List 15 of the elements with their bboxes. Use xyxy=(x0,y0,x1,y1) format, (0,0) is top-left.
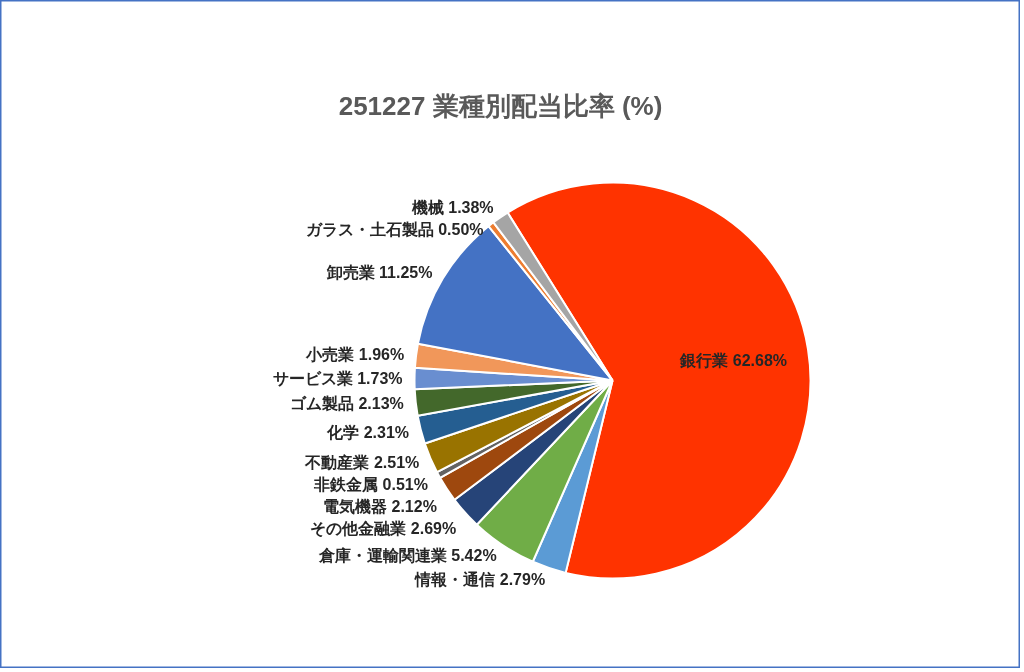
slice-label: 倉庫・運輸関連業 5.42% xyxy=(317,546,497,565)
slice-label: ゴム製品 2.13% xyxy=(290,395,404,413)
slice-label: 非鉄金属 0.51% xyxy=(313,476,428,494)
slice-label: その他金融業 2.69% xyxy=(310,520,457,539)
slice-label: 銀行業 62.68% xyxy=(679,352,788,370)
slice-label: 情報・通信 2.79% xyxy=(414,570,546,588)
slice-label: 機械 1.38% xyxy=(410,198,494,216)
chart-title: 251227 業種別配当比率 (%) xyxy=(338,90,663,121)
slice-label: 不動産業 2.51% xyxy=(304,453,420,472)
slice-label: 化学 2.31% xyxy=(326,424,410,442)
slice-label: ガラス・土石製品 0.50% xyxy=(305,220,484,238)
slice-label: 卸売業 11.25% xyxy=(325,263,433,281)
slice-label: 電気機器 2.12% xyxy=(323,498,437,516)
slice-label: サービス業 1.73% xyxy=(272,369,403,387)
slice-label: 小売業 1.96% xyxy=(305,345,405,363)
